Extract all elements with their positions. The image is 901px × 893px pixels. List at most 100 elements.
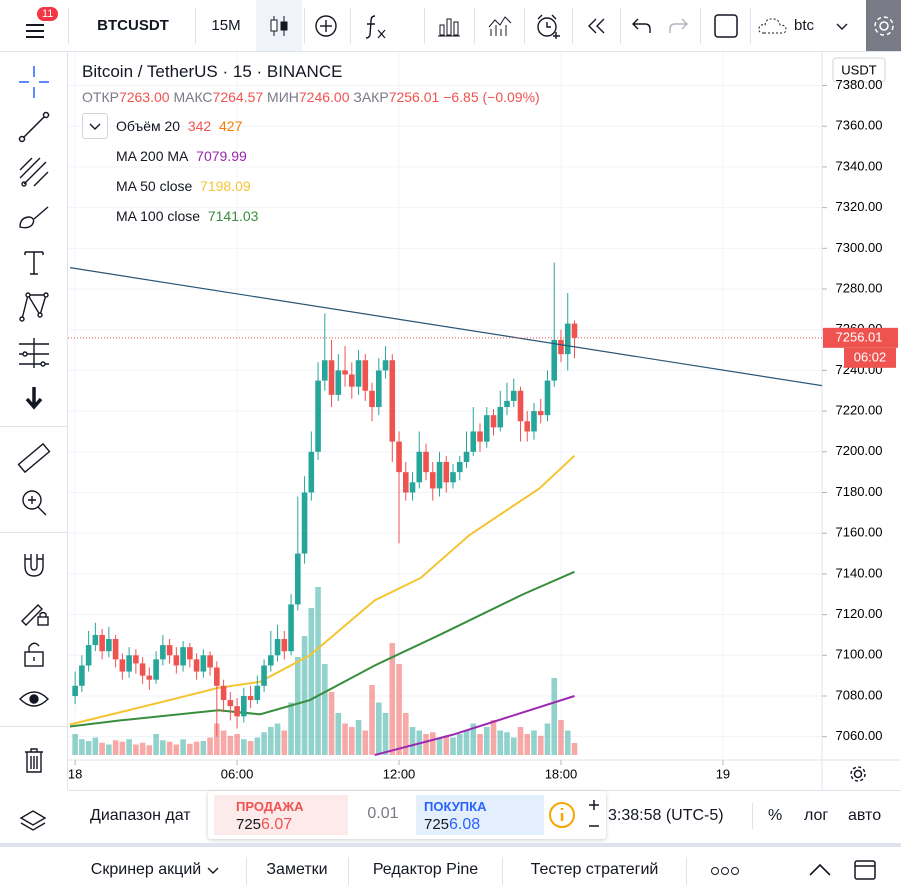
remove-tool[interactable] [14, 379, 54, 415]
candle-body [146, 675, 153, 680]
y-tick-label: 7380.00 [836, 77, 883, 92]
volume-bar [389, 643, 396, 755]
delete-tool[interactable] [14, 742, 54, 778]
sell-price-tail: 6.07 [261, 816, 293, 833]
spread: 0.01 [367, 805, 399, 822]
crosshair-tool[interactable] [14, 64, 54, 100]
financials-button[interactable] [428, 0, 470, 51]
candle-body [241, 695, 247, 717]
ruler-tool[interactable] [14, 440, 54, 476]
info-icon[interactable] [548, 801, 576, 829]
layers-icon[interactable] [18, 807, 48, 837]
replay-button[interactable] [574, 0, 620, 51]
alert-button[interactable] [526, 0, 570, 51]
menu-button[interactable]: 11 [10, 0, 60, 51]
volume-bar [119, 741, 126, 755]
notes-tab[interactable]: Заметки [266, 861, 328, 878]
ma-name: MA 100 close [116, 208, 201, 224]
panel-button[interactable] [850, 857, 880, 885]
candle-body [456, 461, 463, 473]
volume-bar [369, 685, 375, 755]
volume-bar [92, 737, 99, 755]
lock-drawings-tool[interactable] [14, 591, 54, 627]
candle-body [375, 370, 382, 408]
candle-body [254, 685, 261, 701]
percent-button[interactable]: % [768, 807, 783, 824]
volume-bar [85, 741, 92, 755]
ohlc-value: 7246.00 [298, 89, 350, 105]
quantity-buttons[interactable] [584, 795, 604, 835]
pattern-tool[interactable] [14, 289, 54, 325]
separator [0, 532, 67, 533]
date-range-button[interactable]: Диапазон дат [90, 807, 191, 824]
indicators-button[interactable] [352, 0, 400, 51]
lock-tool[interactable] [14, 636, 54, 672]
strategy-tester-tab[interactable]: Тестер стратегий [530, 861, 659, 878]
fib-tool[interactable] [14, 154, 54, 190]
chevron-icon [207, 867, 219, 874]
sell-button[interactable]: ПРОДАЖА 7256.07 [214, 795, 348, 835]
redo-button[interactable] [660, 0, 696, 51]
save-button[interactable]: btc [756, 0, 856, 51]
volume-bar [288, 702, 294, 755]
drawing-toolbar [0, 52, 68, 790]
countdown: 06:02 [854, 349, 887, 364]
volume-bar [531, 730, 537, 755]
volume-bar [463, 730, 470, 755]
x-tick-label: 12:00 [383, 766, 416, 781]
volume-bar [241, 739, 247, 755]
symbol-button[interactable]: BTCUSDT [97, 17, 169, 34]
prediction-tool[interactable] [14, 334, 54, 370]
visibility-tool[interactable] [14, 681, 54, 717]
separator [0, 726, 67, 727]
settings-button[interactable] [866, 0, 901, 51]
pine-editor-tab[interactable]: Редактор Pine [372, 861, 479, 878]
undo-button[interactable] [624, 0, 660, 51]
screener-tab[interactable]: Скринер акций [68, 847, 246, 893]
candle-body [288, 604, 294, 652]
y-tick-label: 7060.00 [836, 728, 883, 743]
candle-body [234, 706, 240, 717]
separator [572, 8, 573, 44]
candle-body [72, 685, 78, 696]
compare-button[interactable] [306, 0, 346, 51]
zoom-tool[interactable] [14, 484, 54, 520]
separator [686, 857, 687, 885]
trend-line [69, 267, 822, 387]
settings-icon[interactable] [850, 766, 866, 782]
ohlc-value: 7256.01 [388, 89, 440, 105]
auto-button[interactable]: авто [848, 807, 882, 824]
trendline-tool[interactable] [14, 109, 54, 145]
ohlc-label: МИН [267, 89, 299, 105]
chart-type-button[interactable] [256, 0, 302, 51]
text-tool[interactable] [14, 244, 54, 280]
volume-legend: Объём 20 342 427 [116, 118, 242, 134]
candle-body [402, 472, 409, 493]
candle-body [463, 451, 470, 462]
candle-body [477, 431, 483, 442]
candle-body [335, 370, 342, 395]
log-button[interactable]: лог [804, 807, 829, 824]
chart-title: Bitcoin / TetherUS · 15 · BINANCE [82, 62, 343, 81]
more-button[interactable] [708, 861, 742, 881]
interval-button[interactable]: 15М [211, 17, 241, 34]
maximize-button[interactable] [806, 859, 834, 883]
candle-body [99, 634, 105, 652]
collapse-legend-button[interactable] [82, 113, 108, 139]
y-tick-label: 7320.00 [836, 199, 883, 214]
buy-button[interactable]: ПОКУПКА 7256.08 [416, 795, 544, 835]
candle-body [180, 647, 186, 666]
volume-bar [268, 727, 274, 755]
ideas-button[interactable] [478, 0, 522, 51]
candle-body [193, 659, 200, 672]
magnet-tool[interactable] [14, 546, 54, 582]
y-tick-label: 7280.00 [836, 280, 883, 295]
layout-button[interactable] [704, 0, 748, 51]
candle-body [106, 639, 112, 652]
brush-tool[interactable] [14, 199, 54, 235]
candle-body [396, 441, 402, 473]
candle-body [85, 645, 92, 666]
volume-bar [99, 742, 105, 755]
volume-bar [180, 739, 186, 755]
volume-bar [355, 720, 362, 755]
